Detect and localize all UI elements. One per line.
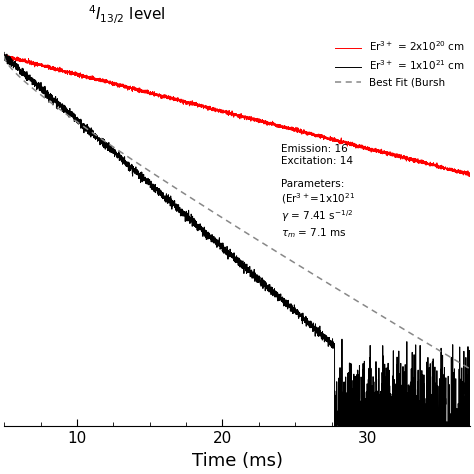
Er$^{3+}$ = 1x10$^{21}$ cm [333, 461, 338, 466]
Er$^{3+}$ = 1x10$^{21}$ cm [223, 249, 228, 255]
Er$^{3+}$ = 2x10$^{20}$ cm [201, 103, 207, 109]
Er$^{3+}$ = 2x10$^{20}$ cm [1, 53, 7, 58]
Er$^{3+}$ = 1x10$^{21}$ cm [453, 418, 458, 423]
Text: $^4I_{13/2}$ level: $^4I_{13/2}$ level [88, 4, 165, 27]
Er$^{3+}$ = 1x10$^{21}$ cm [201, 228, 206, 234]
Best Fit (Bursh [1, 53, 7, 59]
Best Fit (Bursh [197, 201, 203, 206]
Er$^{3+}$ = 1x10$^{21}$ cm [429, 392, 435, 398]
Er$^{3+}$ = 2x10$^{20}$ cm [197, 103, 203, 109]
Er$^{3+}$ = 2x10$^{20}$ cm [223, 109, 228, 115]
Line: Er$^{3+}$ = 1x10$^{21}$ cm: Er$^{3+}$ = 1x10$^{21}$ cm [4, 53, 470, 464]
Er$^{3+}$ = 2x10$^{20}$ cm [429, 161, 435, 166]
Line: Best Fit (Bursh: Best Fit (Bursh [4, 56, 470, 369]
Best Fit (Bursh [223, 217, 228, 223]
Legend: Er$^{3+}$ = 2x10$^{20}$ cm, Er$^{3+}$ = 1x10$^{21}$ cm, Best Fit (Bursh: Er$^{3+}$ = 2x10$^{20}$ cm, Er$^{3+}$ = … [331, 36, 469, 92]
Er$^{3+}$ = 1x10$^{21}$ cm [197, 226, 203, 231]
X-axis label: Time (ms): Time (ms) [191, 452, 283, 470]
Line: Er$^{3+}$ = 2x10$^{20}$ cm: Er$^{3+}$ = 2x10$^{20}$ cm [4, 55, 470, 176]
Best Fit (Bursh [453, 357, 458, 363]
Er$^{3+}$ = 2x10$^{20}$ cm [466, 173, 472, 179]
Er$^{3+}$ = 2x10$^{20}$ cm [340, 139, 346, 145]
Text: Emission: 16
Excitation: 14

Parameters:
(Er$^{3+}$=1x10$^{21}$
$\gamma$ = 7.41 : Emission: 16 Excitation: 14 Parameters: … [281, 144, 356, 240]
Best Fit (Bursh [201, 203, 206, 209]
Er$^{3+}$ = 2x10$^{20}$ cm [453, 168, 458, 173]
Er$^{3+}$ = 2x10$^{20}$ cm [467, 171, 473, 177]
Best Fit (Bursh [339, 289, 345, 295]
Best Fit (Bursh [429, 344, 435, 349]
Er$^{3+}$ = 1x10$^{21}$ cm [1, 50, 7, 55]
Best Fit (Bursh [467, 366, 473, 372]
Er$^{3+}$ = 1x10$^{21}$ cm [340, 452, 346, 458]
Er$^{3+}$ = 1x10$^{21}$ cm [467, 418, 473, 424]
Er$^{3+}$ = 2x10$^{20}$ cm [2, 52, 8, 57]
